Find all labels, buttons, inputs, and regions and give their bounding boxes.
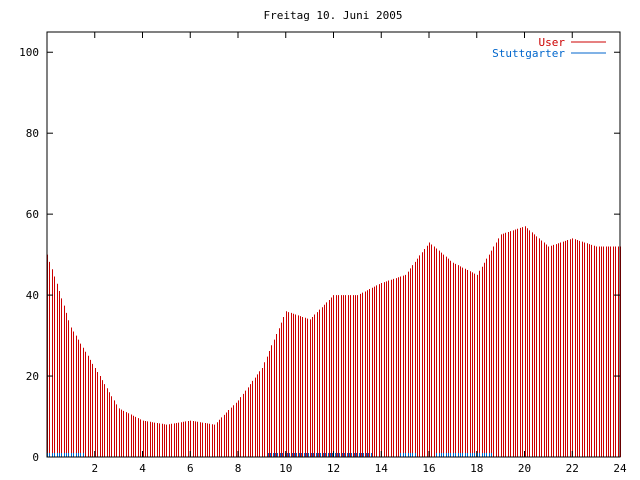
- legend-label-user: User: [539, 36, 566, 49]
- y-tick-label: 0: [32, 451, 39, 464]
- x-tick-label: 12: [327, 462, 340, 475]
- y-tick-label: 40: [26, 289, 39, 302]
- stuttgarter-series: [47, 452, 492, 457]
- y-tick-label: 100: [19, 46, 39, 59]
- x-tick-label: 20: [518, 462, 531, 475]
- chart-title: Freitag 10. Juni 2005: [263, 9, 402, 22]
- x-tick-label: 18: [470, 462, 483, 475]
- x-tick-label: 14: [375, 462, 389, 475]
- legend-label-stuttgarter: Stuttgarter: [492, 47, 565, 60]
- y-tick-label: 20: [26, 370, 39, 383]
- x-tick-label: 4: [139, 462, 146, 475]
- x-tick-label: 2: [91, 462, 98, 475]
- x-tick-label: 24: [613, 462, 627, 475]
- x-axis: 2 4 6 8 10 12 14 16 18 20 22 24: [91, 32, 627, 475]
- user-series: [47, 226, 621, 457]
- x-tick-label: 10: [279, 462, 292, 475]
- x-tick-label: 22: [566, 462, 579, 475]
- x-tick-label: 16: [422, 462, 435, 475]
- x-tick-label: 8: [235, 462, 242, 475]
- y-tick-label: 60: [26, 208, 39, 221]
- x-tick-label: 6: [187, 462, 194, 475]
- legend: User Stuttgarter: [492, 36, 606, 60]
- y-axis: 0 20 40 60 80 100: [19, 46, 620, 464]
- y-tick-label: 80: [26, 127, 39, 140]
